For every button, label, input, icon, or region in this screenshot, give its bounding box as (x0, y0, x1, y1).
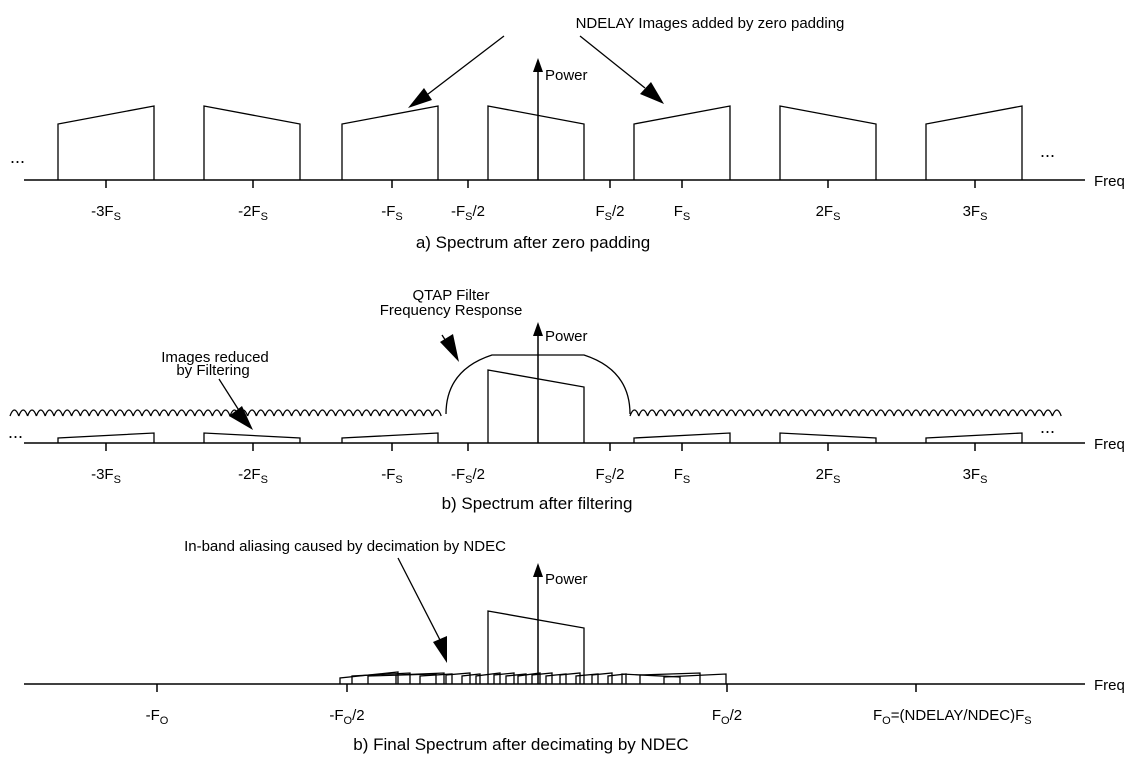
tick-label: FS/2 (595, 466, 624, 486)
tick-labels-b: -3FS -2FS -FS -FS/2 FS/2 FS 2FS 3FS (91, 466, 987, 486)
ellipsis-right-b: ... (1040, 417, 1055, 437)
tick-label: -2FS (238, 466, 268, 486)
tick-marks-a (105, 180, 976, 188)
zero-padding-annotation: NDELAY Images added by zero padding (576, 15, 845, 32)
tick-label: FO=(NDELAY/NDEC)FS (873, 707, 1032, 727)
filter-label-line2: Frequency Response (380, 302, 523, 319)
images-label-line1: Images reduced (161, 349, 269, 366)
freq-label-c: Freq (1094, 677, 1125, 694)
reduced-image-3fs (925, 432, 1023, 443)
ellipsis-left-a: ... (10, 147, 25, 167)
power-arrowhead-c (533, 563, 543, 577)
aliased-image-block (545, 673, 567, 684)
reduced-image-2fs (779, 432, 877, 443)
annotation-arrow-right (579, 35, 646, 89)
images-label-line2: by Filtering (176, 362, 249, 379)
tick-label: -FS/2 (451, 466, 485, 486)
baseband-block (487, 105, 585, 180)
aliased-image-block (351, 672, 411, 684)
panel-a: NDELAY Images added by zero padding Powe… (10, 15, 1125, 252)
tick-label: -2FS (238, 203, 268, 223)
tick-label: -FO (146, 707, 169, 727)
aliased-image-block (531, 672, 553, 684)
baseband-block-decimated (487, 610, 585, 684)
image-block-3fs (925, 105, 1023, 180)
image-block-fs (633, 105, 731, 180)
tick-label: 2FS (816, 203, 841, 223)
filter-stopband-ripple-right (629, 409, 1062, 417)
reduced-image-fs (633, 432, 731, 443)
aliased-image-block (559, 672, 581, 684)
aliased-image-block (395, 672, 445, 684)
caption-c: b) Final Spectrum after decimating by ND… (353, 735, 688, 754)
tick-label: -3FS (91, 203, 121, 223)
tick-label: FS/2 (595, 203, 624, 223)
tick-label: FO/2 (712, 707, 742, 727)
tick-labels-a: -3FS -2FS -FS -FS/2 FS/2 FS 2FS 3FS (91, 203, 987, 223)
power-arrowhead-b (533, 322, 543, 336)
tick-label: -FS (381, 203, 403, 223)
tick-label: FS (674, 466, 691, 486)
filter-stopband-ripple-left (9, 409, 442, 417)
tick-label: -3FS (91, 466, 121, 486)
power-arrowhead-a (533, 58, 543, 72)
tick-label: -FO/2 (329, 707, 364, 727)
images-pointer-arrow (218, 378, 241, 413)
tick-label: -FS (381, 466, 403, 486)
panel-c: In-band aliasing caused by decimation by… (24, 538, 1125, 754)
image-block-neg2fs (203, 105, 301, 180)
image-block-2fs (779, 105, 877, 180)
caption-a: a) Spectrum after zero padding (416, 233, 650, 252)
image-block-negfs (341, 105, 439, 180)
aliased-image-block (445, 672, 471, 684)
images-pointer-arrowhead (229, 406, 253, 430)
ellipsis-left-b: ... (8, 422, 23, 442)
caption-b: b) Spectrum after filtering (442, 494, 633, 513)
tick-label: 3FS (963, 203, 988, 223)
aliased-image-block (461, 673, 481, 684)
filter-passband-curve (445, 354, 631, 415)
annotation-arrowhead-right (640, 82, 664, 104)
reduced-image-negfs (341, 432, 439, 443)
aliased-image-block (621, 673, 681, 684)
reduced-image-neg2fs (203, 432, 301, 443)
aliased-image-block (505, 673, 527, 684)
aliased-image-block (639, 672, 701, 684)
aliased-image-block (517, 672, 541, 684)
tick-label: 3FS (963, 466, 988, 486)
aliased-image-block (607, 673, 627, 684)
power-label-a: Power (545, 67, 588, 84)
ellipsis-right-a: ... (1040, 141, 1055, 161)
annotation-arrow-left (414, 35, 505, 105)
aliasing-pointer-arrowhead (433, 636, 447, 663)
aliased-images (339, 671, 727, 684)
aliased-image-block (591, 672, 613, 684)
panel-b: QTAP Filter Frequency Response Images re… (8, 287, 1125, 513)
power-label-c: Power (545, 571, 588, 588)
aliasing-pointer-arrow (397, 557, 441, 641)
aliased-image-block (493, 672, 515, 684)
tick-label: -FS/2 (451, 203, 485, 223)
tick-label: FS (674, 203, 691, 223)
filter-pointer-arrowhead (440, 334, 459, 362)
filter-label-line1: QTAP Filter (413, 287, 490, 304)
image-block-neg3fs (57, 105, 155, 180)
aliased-image-block (575, 673, 599, 684)
freq-label-b: Freq (1094, 436, 1125, 453)
reduced-image-neg3fs (57, 432, 155, 443)
aliased-image-block (419, 673, 453, 684)
power-label-b: Power (545, 328, 588, 345)
annotation-arrowhead-left (408, 88, 432, 108)
tick-marks-c (156, 684, 917, 692)
tick-labels-c: -FO -FO/2 FO/2 FO=(NDELAY/NDEC)FS (146, 707, 1032, 727)
baseband-block-filtered (487, 369, 585, 443)
tick-label: 2FS (816, 466, 841, 486)
aliased-image-block (475, 672, 501, 684)
freq-label-a: Freq (1094, 173, 1125, 190)
aliased-image-block (663, 673, 727, 684)
aliasing-annotation: In-band aliasing caused by decimation by… (184, 538, 506, 555)
tick-marks-b (105, 443, 976, 451)
